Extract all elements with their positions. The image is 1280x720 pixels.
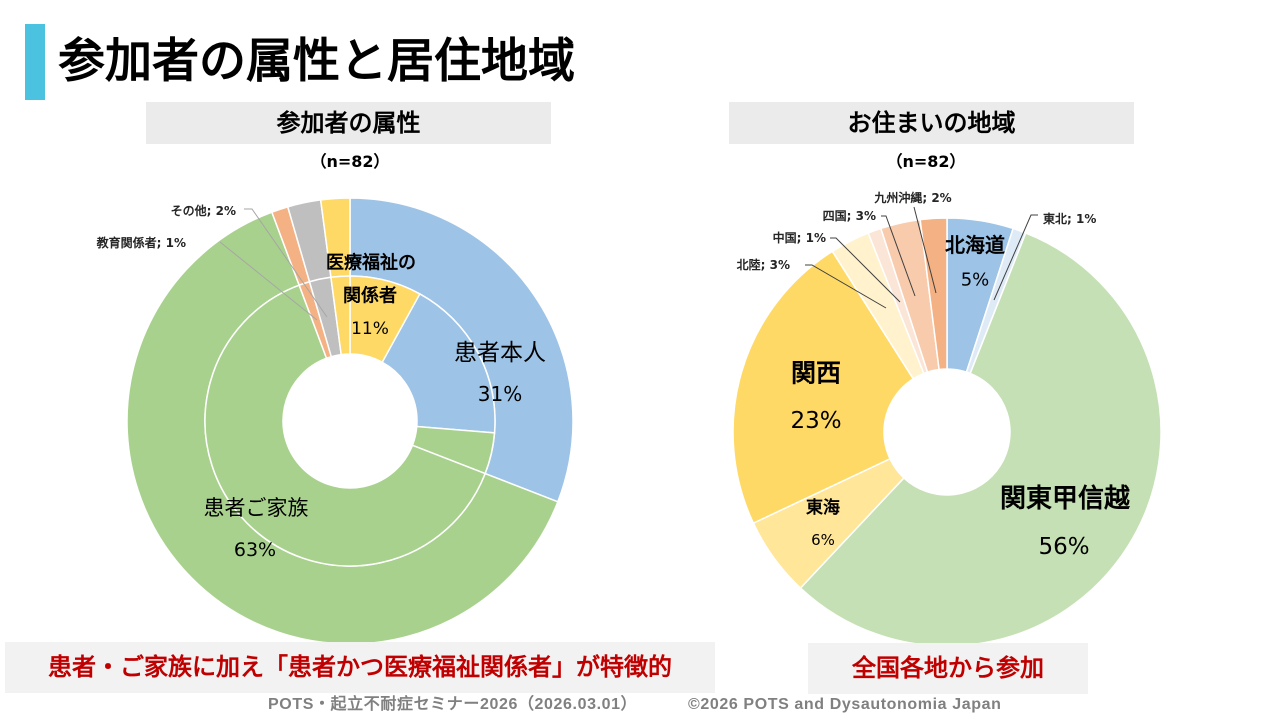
label-hokuriku: 北陸; 3% <box>737 257 790 272</box>
leader-line-hokuriku <box>805 264 887 309</box>
label-family: 患者ご家族 <box>204 496 309 520</box>
label-chugoku: 中国; 1% <box>773 230 826 245</box>
leader-line-education <box>219 241 318 321</box>
label-separator: ; <box>847 209 856 223</box>
footer-seminar-name: POTS・起立不耐症セミナー2026（2026.03.01） <box>268 696 638 713</box>
label-separator: ; <box>207 204 216 218</box>
inner-ring-slice <box>204 284 486 567</box>
label-medical-line1: 医療福祉の <box>326 252 416 274</box>
label-shikoku-pct: 3% <box>856 209 876 223</box>
label-tohoku-name: 東北 <box>1043 211 1067 226</box>
leader-line-chugoku <box>830 237 901 303</box>
label-tohoku-pct: 1% <box>1076 212 1096 226</box>
leader-line-kyushu <box>913 206 937 294</box>
label-medical-pct: 11% <box>351 319 389 339</box>
label-hokkaido-pct: 5% <box>961 270 990 291</box>
region-sample-size: （n=82） <box>886 152 966 171</box>
attribute-doughnut-chart <box>126 197 574 645</box>
region-doughnut-chart <box>732 217 1162 647</box>
label-separator: ; <box>797 231 806 245</box>
attribute-leader-lines <box>219 208 328 321</box>
label-kyushu-pct: 2% <box>931 191 951 205</box>
label-kansai-pct: 23% <box>790 408 841 434</box>
label-shikoku-name: 四国 <box>823 209 847 223</box>
label-kanto-pct: 56% <box>1038 534 1089 560</box>
label-education-pct: 1% <box>166 236 186 250</box>
inner-ring-slice <box>330 275 351 356</box>
label-shikoku: 四国; 3% <box>823 209 876 223</box>
leader-line-shikoku <box>881 215 916 297</box>
leader-line-other <box>244 208 328 318</box>
attribute-chart-header: 参加者の属性 <box>146 102 551 144</box>
footer-copyright: ©2026 POTS and Dysautonomia Japan <box>688 696 1002 713</box>
page-title: 参加者の属性と居住地域 <box>58 34 575 89</box>
label-tokai-pct: 6% <box>811 531 835 549</box>
label-patient-pct: 31% <box>478 382 522 406</box>
label-chugoku-pct: 1% <box>806 231 826 245</box>
label-other-pct: 2% <box>216 204 236 218</box>
label-chugoku-name: 中国 <box>773 230 797 245</box>
label-education: 教育関係者; 1% <box>96 235 186 250</box>
label-kyushu: 九州沖縄; 2% <box>873 190 951 205</box>
label-tohoku: 東北; 1% <box>1043 211 1096 226</box>
region-slice <box>732 250 914 524</box>
attribute-sample-size: （n=82） <box>310 152 390 171</box>
label-separator: ; <box>157 236 166 250</box>
label-hokkaido: 北海道 <box>945 233 1005 257</box>
attribute-data-labels: 医療福祉の 関係者 11% 患者本人 31% 患者ご家族 63% その他; 2%… <box>96 203 546 561</box>
region-leader-lines <box>805 206 1038 309</box>
label-kansai: 関西 <box>791 359 841 388</box>
label-other-name: その他 <box>171 203 207 218</box>
label-patient: 患者本人 <box>454 340 546 366</box>
region-data-labels: 北海道 5% 関東甲信越 56% 関西 23% 東海 6% 東北; 1% 九州沖… <box>737 190 1131 560</box>
label-hokuriku-pct: 3% <box>770 258 790 272</box>
label-hokuriku-name: 北陸 <box>737 257 761 272</box>
label-kanto: 関東甲信越 <box>1000 484 1131 514</box>
region-summary-callout: 全国各地から参加 <box>808 643 1088 694</box>
label-separator: ; <box>761 258 770 272</box>
label-separator: ; <box>1067 212 1076 226</box>
region-chart-header: お住まいの地域 <box>729 102 1134 144</box>
label-family-pct: 63% <box>234 539 276 561</box>
label-tokai: 東海 <box>806 497 840 518</box>
label-separator: ; <box>922 191 931 205</box>
label-education-name: 教育関係者 <box>96 235 157 250</box>
label-kyushu-name: 九州沖縄 <box>873 190 922 205</box>
attribute-summary-callout: 患者・ご家族に加え「患者かつ医療福祉関係者」が特徴的 <box>5 642 715 693</box>
label-other: その他; 2% <box>171 203 236 218</box>
title-accent-bar <box>25 24 45 100</box>
leader-line-tohoku <box>993 214 1038 301</box>
label-medical-line2: 関係者 <box>343 285 397 307</box>
inner-ring-slice <box>381 293 496 434</box>
